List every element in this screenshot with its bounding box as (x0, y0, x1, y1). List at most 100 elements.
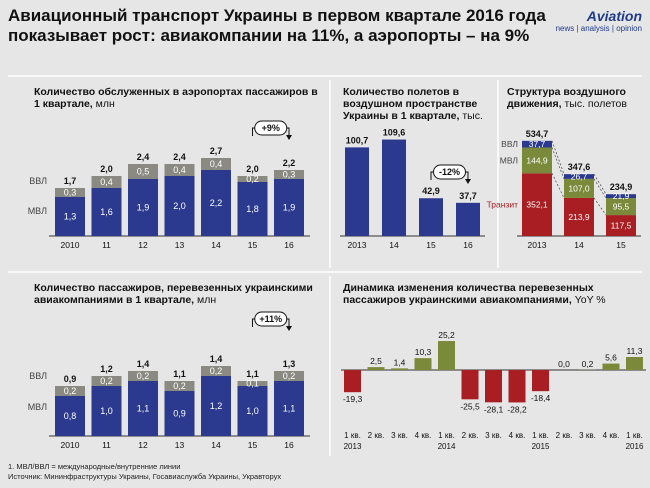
airports-growth-label: +9% (262, 123, 280, 133)
structure-bar-mvl (606, 198, 636, 216)
yoy-value-label: 0,2 (582, 359, 594, 369)
footnote: 1. МВЛ/ВВЛ = международные/внутренние ли… (8, 462, 281, 482)
flights-chart-title: Количество полетов в воздушном пространс… (343, 86, 483, 122)
airports-legend-vvl: ВВЛ (29, 176, 47, 186)
airports-bar-mvl (274, 179, 304, 236)
yoy-value-label: -25,5 (460, 401, 480, 411)
airlines-value-label-vvl: 0,1 (246, 379, 259, 389)
logo-subtitle: news | analysis | opinion (555, 24, 642, 33)
airports-growth-bubble (254, 120, 288, 136)
airlines-total-label: 1,2 (100, 364, 113, 374)
airports-bar-mvl (55, 197, 85, 236)
airlines-total-label: 0,9 (64, 374, 77, 384)
airports-tick-label: 2010 (61, 240, 80, 250)
airlines-growth-label: +11% (259, 314, 282, 324)
structure-connector (593, 178, 607, 199)
airports-total-label: 1,7 (64, 176, 77, 186)
yoy-bar (461, 370, 479, 400)
airlines-bar-vvl (128, 371, 158, 381)
yoy-value-label: -19,3 (343, 394, 363, 404)
airlines-bar-mvl (164, 391, 195, 436)
airports-value-label-vvl: 0,5 (137, 167, 150, 177)
flights-bar (456, 202, 480, 236)
yoy-tick-label: 3 кв. (485, 431, 502, 440)
airlines-bar-mvl (274, 381, 304, 436)
airlines-bar-vvl (274, 371, 304, 381)
structure-value-label-mvl: 95,5 (613, 202, 630, 212)
structure-total-label: 347,6 (568, 162, 591, 172)
airlines-value-label-vvl: 0,2 (64, 386, 77, 396)
airlines-bar-mvl (128, 381, 158, 436)
airports-total-label: 2,7 (210, 146, 223, 156)
yoy-tick-label: 2 кв. (368, 431, 385, 440)
yoy-bar (602, 363, 620, 370)
airports-bar-mvl (128, 179, 158, 236)
airports-value-label-mvl: 1,8 (246, 204, 259, 214)
structure-legend-mvl: МВЛ (500, 155, 518, 165)
airports-tick-label: 16 (284, 240, 294, 250)
airlines-total-label: 1,1 (246, 369, 259, 379)
structure-connector (551, 140, 565, 175)
flights-bar (419, 198, 443, 236)
airports-bar-mvl (91, 188, 122, 236)
logo: Aviation news | analysis | opinion (556, 8, 642, 33)
footnote-text: 1. МВЛ/ВВЛ = международные/внутренние ли… (8, 462, 181, 471)
structure-total-label: 234,9 (610, 182, 633, 192)
airlines-bar-mvl (237, 386, 268, 436)
airlines-value-label-mvl: 0,8 (64, 411, 77, 421)
structure-bar-transit (522, 173, 552, 236)
structure-value-label-transit: 213,9 (568, 212, 590, 222)
airports-tick-label: 15 (248, 240, 258, 250)
yoy-bar (532, 370, 549, 392)
airlines-chart-title: Количество пассажиров, перевезенных укра… (34, 282, 313, 306)
yoy-bar (391, 368, 408, 370)
airlines-total-label: 1,3 (283, 359, 296, 369)
airports-value-label-vvl: 0,4 (210, 159, 223, 169)
airports-total-label: 2,4 (173, 152, 186, 162)
airports-bar-vvl (164, 164, 195, 176)
airports-chart-title: Количество обслуженных в аэропортах пасс… (34, 86, 318, 110)
airlines-total-label: 1,4 (210, 354, 223, 364)
panel-dividers (8, 75, 642, 456)
flights-decline-bubble (433, 164, 466, 180)
airports-value-label-vvl: 0,3 (283, 170, 296, 180)
airports-value-label-mvl: 1,9 (137, 203, 150, 213)
structure-legend-transit: Транзит (487, 200, 519, 210)
yoy-year-label: 2015 (532, 442, 550, 451)
yoy-bar (414, 358, 432, 370)
structure-value-label-transit: 352,1 (526, 200, 548, 210)
airports-value-label-vvl: 0,4 (173, 165, 186, 175)
airlines-bar-mvl (201, 376, 231, 436)
airports-value-label-vvl: 0,3 (64, 188, 77, 198)
airlines-bar-vvl (164, 381, 195, 391)
structure-connector (551, 147, 565, 180)
structure-chart-title: Структура воздушного движения, тыс. поле… (507, 86, 627, 110)
airports-total-label: 2,2 (283, 158, 296, 168)
airports-value-label-mvl: 2,2 (210, 198, 223, 208)
flights-value-label: 37,7 (459, 191, 477, 201)
flights-value-label: 42,9 (422, 186, 440, 196)
structure-value-label-mvl: 144,9 (526, 155, 548, 165)
yoy-value-label: -28,2 (507, 404, 527, 414)
airports-bar-vvl (55, 188, 85, 197)
page-title: Авиационный транспорт Украины в первом к… (8, 6, 546, 45)
flights-value-label: 109,6 (383, 128, 406, 138)
yoy-tick-label: 1 кв. (438, 431, 455, 440)
airports-total-label: 2,0 (246, 164, 259, 174)
structure-total-label: 534,7 (526, 129, 549, 139)
airlines-bar-vvl (201, 366, 231, 376)
yoy-tick-label: 4 кв. (509, 431, 526, 440)
flights-decline-arrowhead (465, 179, 471, 184)
yoy-bar (626, 357, 643, 370)
airlines-value-label-vvl: 0,2 (137, 371, 150, 381)
yoy-tick-label: 1 кв. (626, 431, 643, 440)
airports-value-label-mvl: 1,9 (283, 203, 296, 213)
structure-value-label-vvl: 21,9 (613, 191, 630, 201)
flights-tick-label: 15 (426, 240, 436, 250)
airlines-total-label: 1,4 (137, 359, 150, 369)
airlines-tick-label: 15 (248, 440, 258, 450)
flights-tick-label: 16 (463, 240, 473, 250)
yoy-value-label: 1,4 (394, 357, 406, 367)
airlines-value-label-mvl: 1,1 (283, 404, 296, 414)
